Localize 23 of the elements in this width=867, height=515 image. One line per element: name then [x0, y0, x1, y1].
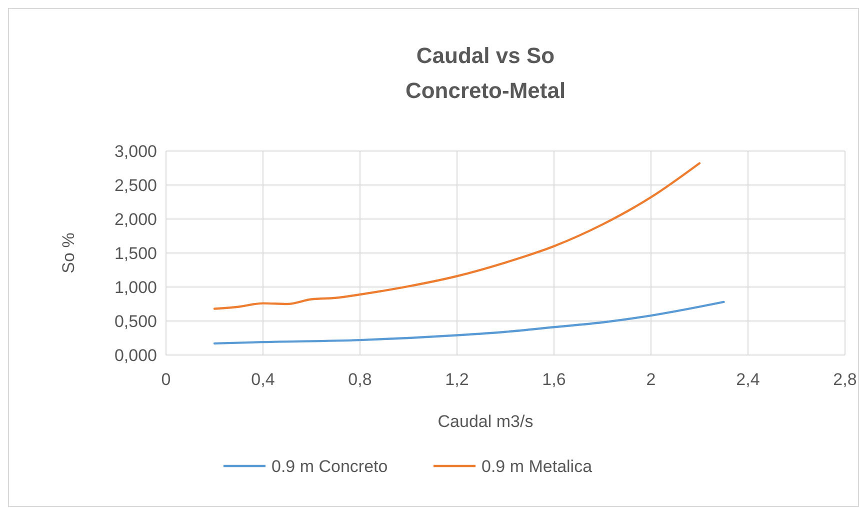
x-axis-title: Caudal m3/s	[438, 412, 534, 431]
y-tick-label: 0,000	[114, 346, 157, 365]
chart-subtitle: Concreto-Metal	[405, 78, 566, 103]
line-series	[213, 300, 725, 345]
x-tick-label: 1,2	[445, 370, 469, 389]
x-tick-label: 2,8	[833, 370, 857, 389]
y-tick-label: 1,500	[114, 244, 157, 263]
y-tick-label: 3,000	[114, 142, 157, 161]
x-tick-label: 0,4	[251, 370, 275, 389]
y-tick-label: 2,500	[114, 176, 157, 195]
x-tick-label: 2,4	[736, 370, 760, 389]
legend-label: 0.9 m Metalica	[482, 457, 593, 476]
x-tick-label: 2	[646, 370, 656, 389]
y-axis-title: So %	[59, 232, 78, 274]
line-series	[213, 162, 701, 310]
y-tick-label: 1,000	[114, 278, 157, 297]
y-tick-label: 0,500	[114, 312, 157, 331]
legend-label: 0.9 m Concreto	[272, 457, 388, 476]
y-tick-label: 2,000	[114, 210, 157, 229]
x-tick-label: 0,8	[348, 370, 372, 389]
chart-title: Caudal vs So	[416, 43, 555, 68]
x-tick-label: 0	[161, 370, 171, 389]
x-tick-label: 1,6	[542, 370, 566, 389]
